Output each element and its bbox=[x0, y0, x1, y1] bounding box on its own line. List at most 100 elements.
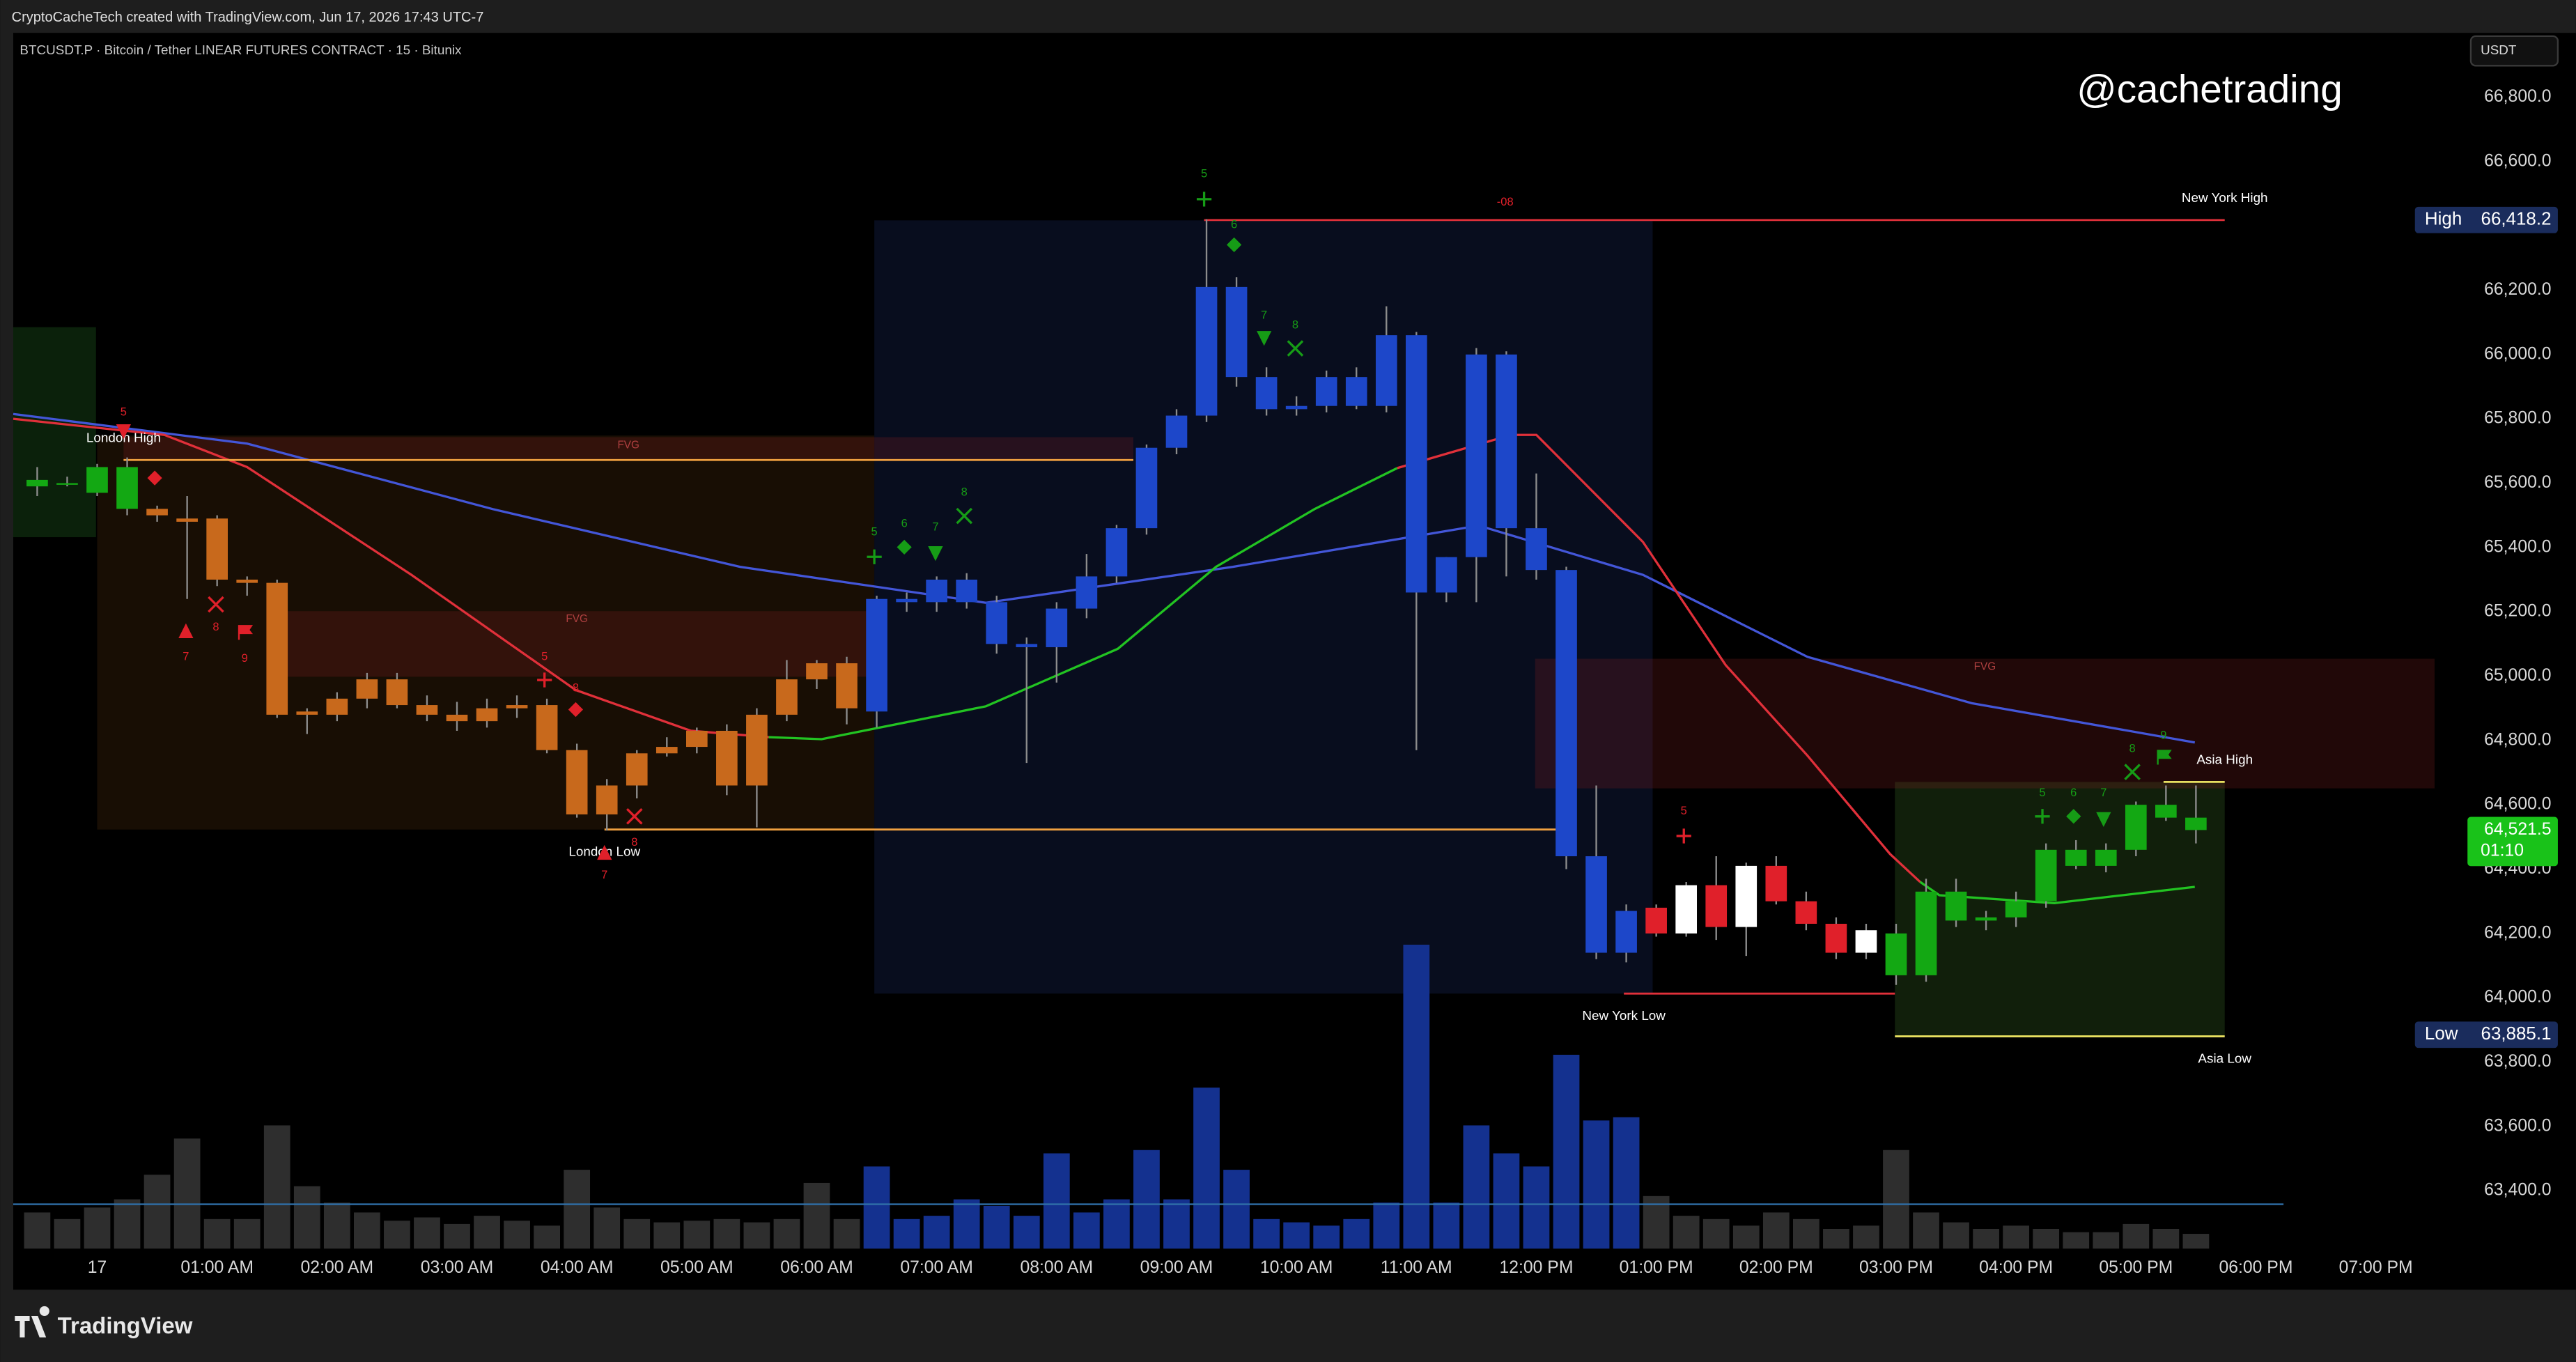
volume-bar bbox=[1553, 1055, 1580, 1249]
volume-bar bbox=[84, 1207, 111, 1249]
y-tick-label: 65,800.0 bbox=[2484, 409, 2551, 428]
volume-bar bbox=[1702, 1218, 1730, 1249]
currency-label[interactable]: USDT bbox=[2481, 42, 2517, 57]
volume-bar bbox=[1073, 1212, 1100, 1249]
signal-plus bbox=[1676, 828, 1691, 844]
signal-label: 7 bbox=[601, 869, 607, 881]
candle-body bbox=[1615, 911, 1637, 953]
volume-bar bbox=[1313, 1225, 1340, 1249]
signal-label: 5 bbox=[541, 651, 548, 663]
y-tick-label: 65,200.0 bbox=[2484, 602, 2551, 621]
volume-bar bbox=[1103, 1199, 1130, 1249]
volume-bar bbox=[1732, 1225, 1760, 1249]
volume-bar bbox=[1253, 1218, 1280, 1249]
candle-body bbox=[956, 580, 978, 603]
volume-bar bbox=[1883, 1150, 1909, 1249]
candle-body bbox=[746, 714, 768, 786]
signal-diamond bbox=[568, 702, 584, 718]
candle-body bbox=[1585, 856, 1607, 953]
last-price-value: 64,521.5 bbox=[2484, 820, 2551, 839]
volume-bar bbox=[1463, 1125, 1490, 1249]
x-tick-label: 12:00 PM bbox=[1500, 1258, 1574, 1277]
price-tag bbox=[2414, 1021, 2558, 1048]
last-price-countdown: 01:10 bbox=[2481, 842, 2524, 860]
signal-label: 8 bbox=[961, 486, 968, 499]
signal-label: 8 bbox=[631, 836, 637, 849]
volume-bar bbox=[713, 1218, 740, 1249]
moving-average bbox=[13, 412, 2196, 744]
volume-bar bbox=[1403, 945, 1430, 1249]
signal-cross bbox=[626, 808, 643, 825]
signal-triangle-down bbox=[116, 424, 131, 440]
volume-bar bbox=[953, 1199, 980, 1249]
price-tag-value: 66,418.2 bbox=[2481, 210, 2552, 229]
candle-body bbox=[836, 663, 858, 709]
volume-bar bbox=[1823, 1228, 1849, 1249]
volume-bar bbox=[203, 1218, 231, 1249]
candle-body bbox=[1645, 907, 1667, 934]
candle-body bbox=[1855, 930, 1877, 953]
signal-label: 7 bbox=[2100, 787, 2106, 799]
volume-bar bbox=[474, 1216, 500, 1249]
signal-diamond bbox=[147, 470, 162, 486]
signal-label: 8 bbox=[2129, 743, 2136, 755]
zone bbox=[279, 611, 875, 677]
volume-bar bbox=[54, 1218, 81, 1249]
signal-plus bbox=[2035, 809, 2050, 824]
x-tick-label: 08:00 AM bbox=[1021, 1258, 1094, 1277]
candle-body bbox=[626, 753, 648, 786]
signal-flag bbox=[2157, 750, 2172, 765]
volume-bar bbox=[923, 1216, 950, 1249]
candle-body bbox=[2155, 805, 2177, 818]
signal-triangle-down bbox=[928, 545, 943, 562]
watermark: @cachetrading bbox=[2077, 67, 2342, 111]
candle-body bbox=[2125, 805, 2147, 850]
currency-button[interactable] bbox=[2469, 35, 2559, 67]
x-tick-label: 02:00 PM bbox=[1739, 1258, 1813, 1277]
x-tick-label: 05:00 PM bbox=[2099, 1258, 2173, 1277]
signal-label: 5 bbox=[2039, 787, 2045, 799]
candle-body bbox=[1165, 415, 1188, 448]
volume-bar bbox=[1853, 1225, 1879, 1249]
price-tag-label: Low bbox=[2425, 1024, 2458, 1044]
volume-bar bbox=[1973, 1228, 1999, 1249]
moving-average bbox=[13, 417, 769, 738]
signal-label: 5 bbox=[121, 405, 127, 418]
x-tick-label: 02:00 AM bbox=[301, 1258, 374, 1277]
signal-label: 5 bbox=[1681, 805, 1687, 817]
volume-bar bbox=[1493, 1153, 1520, 1249]
candle-body bbox=[1076, 576, 1098, 609]
candle-body bbox=[1496, 354, 1517, 529]
y-tick-label: 64,800.0 bbox=[2484, 730, 2551, 749]
volume-bar bbox=[2093, 1232, 2120, 1249]
x-tick-label: 17 bbox=[88, 1258, 107, 1277]
candle-body bbox=[1825, 923, 1847, 953]
zone-label: FVG bbox=[1974, 660, 1996, 672]
volume-bar bbox=[653, 1222, 681, 1249]
candle-body bbox=[685, 730, 708, 748]
x-tick-label: 01:00 PM bbox=[1620, 1258, 1693, 1277]
x-tick-label: 03:00 PM bbox=[1859, 1258, 1933, 1277]
signal-label: 6 bbox=[1231, 219, 1237, 231]
candle-body bbox=[1375, 335, 1397, 406]
candle-body bbox=[2065, 849, 2087, 866]
signal-flag bbox=[238, 625, 254, 640]
signal-label: 8 bbox=[573, 681, 579, 694]
candle-body bbox=[1225, 286, 1248, 378]
volume-bar bbox=[803, 1182, 830, 1249]
signal-label: 9 bbox=[2160, 729, 2166, 742]
candle-body bbox=[116, 467, 138, 509]
price-tag bbox=[2414, 206, 2558, 233]
volume-bar bbox=[863, 1166, 890, 1249]
x-tick-label: 10:00 AM bbox=[1260, 1258, 1333, 1277]
volume-bar bbox=[1583, 1120, 1610, 1249]
signal-label: 7 bbox=[183, 651, 189, 663]
candle-body bbox=[386, 679, 408, 706]
signal-label: 9 bbox=[242, 652, 248, 665]
candle-body bbox=[326, 698, 348, 715]
signal-label: 8 bbox=[1292, 319, 1298, 332]
candle-body bbox=[655, 747, 678, 754]
candle-body bbox=[1526, 528, 1547, 571]
volume-bar bbox=[623, 1218, 651, 1249]
